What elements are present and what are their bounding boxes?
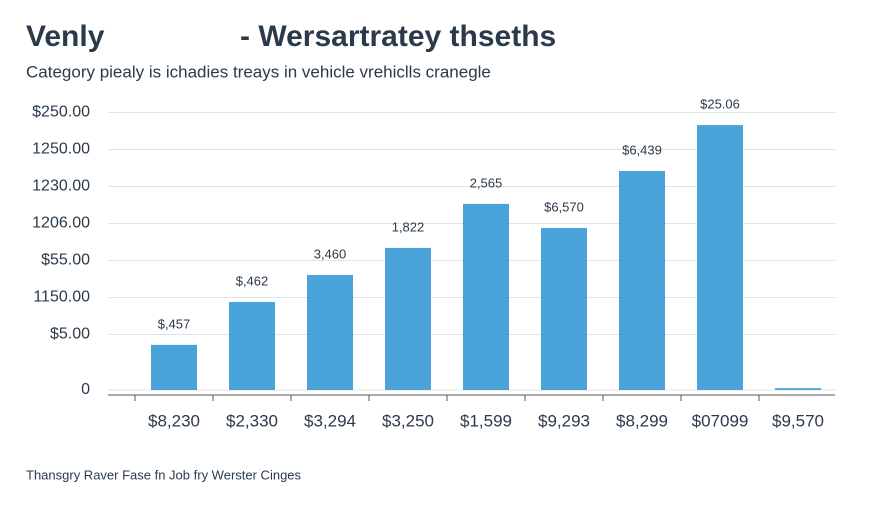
bar: [385, 247, 431, 390]
x-tick-label: $1,599: [460, 411, 512, 430]
x-tick-label: $07099: [692, 411, 749, 430]
bar: [463, 203, 509, 390]
x-tick-label: $9,293: [538, 411, 590, 430]
bar-label: 1,822: [392, 219, 425, 234]
bar: [697, 125, 743, 390]
y-tick-label: 1250.00: [32, 141, 90, 158]
bar-label: 3,460: [314, 246, 347, 261]
x-tick-label: $9,570: [772, 411, 824, 430]
bar-label: $6,439: [622, 142, 662, 157]
bar: [619, 170, 665, 390]
chart-title-suffix: - Wersartratey thseths: [240, 20, 556, 53]
y-tick-label: 1150.00: [33, 289, 90, 306]
bar-label: $6,570: [544, 199, 584, 214]
y-tick-label: $5.00: [50, 326, 90, 343]
y-tick-label: 1230.00: [32, 178, 90, 195]
bar-label: $,462: [236, 273, 269, 288]
footnote: Thansgry Raver Fase fn Job fry Werster C…: [26, 467, 302, 482]
bar-label: $25.06: [700, 97, 740, 112]
bar: [307, 274, 353, 390]
x-tick-label: $3,250: [382, 411, 434, 430]
y-tick-label: 1206.00: [32, 215, 90, 232]
bar: [541, 227, 587, 390]
y-tick-label: 0: [81, 381, 90, 398]
x-tick-label: $2,330: [226, 411, 278, 430]
subtitle: Category piealy is ichadies treays in ve…: [26, 62, 491, 81]
y-tick-label: $250.00: [32, 104, 90, 121]
x-tick-label: $8,299: [616, 411, 668, 430]
chart-title: Venly: [26, 20, 105, 53]
bar: [151, 344, 197, 390]
x-tick-label: $3,294: [304, 411, 356, 430]
x-tick-label: $8,230: [148, 411, 200, 430]
bar: [229, 301, 275, 390]
bar-label: $,457: [158, 316, 191, 331]
y-tick-label: $55.00: [41, 252, 90, 269]
bar-label: 2,565: [470, 175, 503, 190]
bar: [775, 388, 821, 390]
